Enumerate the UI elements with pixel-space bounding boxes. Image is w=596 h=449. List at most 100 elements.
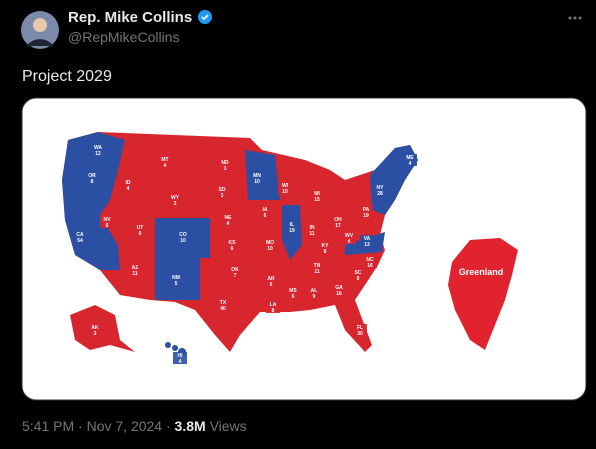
state-votes: 15	[314, 197, 320, 203]
state-votes: 5	[175, 281, 178, 287]
state-votes: 10	[267, 246, 273, 252]
state-abbr: AZ	[132, 265, 139, 271]
state-votes: 9	[313, 294, 316, 300]
state-marker	[351, 269, 365, 281]
state-abbr: FL	[357, 325, 363, 331]
state-abbr: CO	[179, 232, 187, 238]
state-votes: 6	[270, 282, 273, 288]
state-marker	[228, 266, 242, 278]
state-abbr: AL	[311, 288, 318, 294]
state-abbr: UT	[137, 225, 144, 231]
state-votes: 4	[127, 186, 130, 192]
state-votes: 8	[272, 308, 275, 314]
views-label: Views	[210, 418, 247, 434]
state-marker	[266, 301, 280, 313]
state-marker	[73, 231, 87, 243]
state-abbr: NC	[366, 257, 374, 263]
state-abbr: ME	[406, 155, 414, 161]
state-votes: 6	[231, 246, 234, 252]
state-marker	[168, 194, 182, 206]
state-votes: 11	[132, 271, 138, 277]
state-abbr: NM	[172, 275, 180, 281]
state-abbr: MN	[253, 173, 261, 179]
state-votes: 6	[264, 213, 267, 219]
state-votes: 16	[336, 291, 342, 297]
state-votes: 54	[77, 238, 83, 244]
state-marker	[100, 216, 114, 228]
state-marker	[158, 156, 172, 168]
state-abbr: NE	[225, 215, 233, 221]
state-marker	[403, 154, 417, 166]
state-marker	[128, 264, 142, 276]
state-votes: 4	[227, 221, 230, 227]
state-abbr: AR	[267, 276, 275, 282]
avatar-suit	[26, 39, 54, 46]
state-abbr: GA	[335, 285, 343, 291]
state-abbr: WA	[94, 145, 102, 151]
post-date[interactable]: Nov 7, 2024	[87, 418, 163, 434]
state-abbr: OK	[231, 267, 239, 273]
state-marker	[169, 274, 183, 286]
state-votes: 11	[314, 269, 320, 275]
state-marker	[310, 190, 324, 202]
state-marker	[359, 206, 373, 218]
state-abbr: OR	[88, 173, 96, 179]
state-abbr: NY	[377, 185, 385, 191]
handle[interactable]: @RepMikeCollins	[68, 29, 179, 45]
state-abbr: TX	[220, 300, 227, 306]
state-abbr: NV	[104, 217, 112, 223]
state-marker	[342, 232, 356, 244]
state-abbr: PA	[363, 207, 370, 213]
state-votes: 3	[224, 166, 227, 172]
state-marker	[363, 256, 377, 268]
state-abbr: KY	[322, 243, 330, 249]
more-menu[interactable]	[568, 16, 582, 20]
state-votes: 3	[94, 331, 97, 337]
state-marker	[258, 206, 272, 218]
state-abbr: MS	[289, 288, 297, 294]
state-abbr: CA	[76, 232, 84, 238]
state-votes: 17	[335, 223, 341, 229]
state-marker	[221, 214, 235, 226]
state-votes: 3	[174, 201, 177, 207]
state-abbr: IA	[263, 207, 268, 213]
views-count: 3.8M	[175, 418, 206, 434]
us-red	[62, 132, 418, 352]
state-abbr: IL	[290, 222, 294, 228]
state-abbr: WI	[282, 183, 289, 189]
state-marker	[360, 235, 374, 247]
state-marker	[263, 239, 277, 251]
state-votes: 4	[348, 239, 351, 245]
state-votes: 4	[409, 161, 412, 167]
state-marker	[286, 287, 300, 299]
state-marker	[264, 275, 278, 287]
state-votes: 10	[180, 238, 186, 244]
state-votes: 8	[91, 179, 94, 185]
post-time: 5:41 PM	[22, 418, 74, 434]
state-votes: 6	[292, 294, 295, 300]
state-marker	[121, 179, 135, 191]
state-votes: 10	[282, 189, 288, 195]
state-marker	[318, 242, 332, 254]
state-votes: 8	[324, 249, 327, 255]
post-meta: 5:41 PM · Nov 7, 2024 · 3.8M Views	[22, 418, 247, 434]
state-votes: 30	[357, 331, 363, 337]
state-abbr: VA	[364, 236, 371, 242]
state-votes: 12	[95, 151, 101, 157]
verified-check	[201, 14, 209, 21]
state-votes: 9	[357, 276, 360, 282]
state-abbr: SD	[219, 187, 226, 193]
state-abbr: MO	[266, 240, 274, 246]
state-abbr: TN	[314, 263, 321, 269]
state-abbr: WV	[345, 233, 354, 239]
state-abbr: HI	[178, 353, 184, 359]
state-marker	[332, 284, 346, 296]
state-votes: 3	[221, 193, 224, 199]
state-abbr: KS	[229, 240, 237, 246]
state-votes: 6	[106, 223, 109, 229]
state-abbr: SC	[355, 270, 362, 276]
author-name[interactable]: Rep. Mike Collins	[68, 9, 192, 26]
state-marker	[331, 216, 345, 228]
